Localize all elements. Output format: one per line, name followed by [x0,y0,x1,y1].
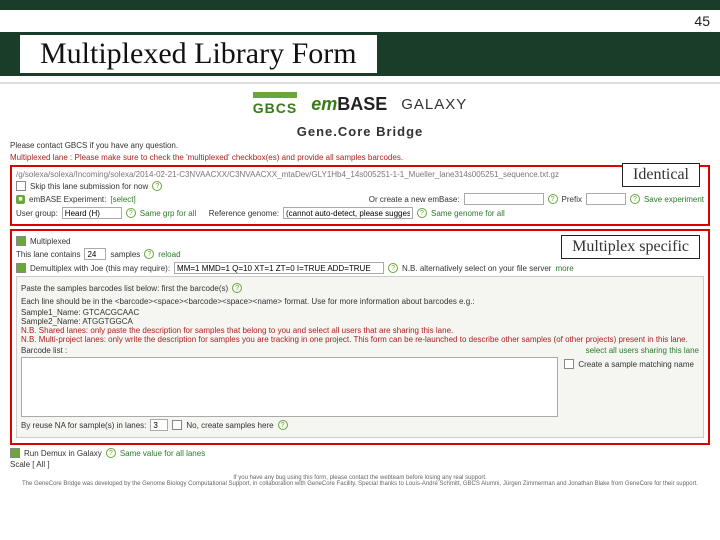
help-icon[interactable]: ? [548,194,558,204]
create-sample-label: Create a sample matching name [578,360,694,369]
slide-topbar [0,0,720,10]
skip-checkbox[interactable] [16,181,26,191]
nb-multi: N.B. Multi-project lanes: only write the… [21,335,699,344]
scale-label: Scale [ All ] [10,460,50,469]
paste-hint: Paste the samples barcodes list below: f… [21,284,228,293]
logos-row: GBCS emBASE GALAXY [0,84,720,120]
run-galaxy-checkbox[interactable] [10,448,20,458]
help-icon[interactable]: ? [126,208,136,218]
footer: If you have any bug using this form, ple… [0,475,720,487]
reuse-input[interactable] [150,419,168,431]
run-galaxy-label: Run Demux in Galaxy [24,449,102,458]
logo-gbcs: GBCS [253,92,297,116]
contact-hint: Please contact GBCS if you have any ques… [10,141,710,150]
logo-galaxy: GALAXY [401,96,467,113]
footer-line-2: The GeneCore Bridge was developed by the… [10,481,710,487]
user-group-input[interactable] [62,207,122,219]
page-number: 45 [0,10,720,32]
help-icon[interactable]: ? [278,420,288,430]
logo-embase: emBASE [311,94,387,115]
barcode-textarea[interactable] [21,357,558,417]
create-sample-checkbox[interactable] [564,359,574,369]
skip-label: Skip this lane submission for now [30,182,148,191]
reuse-label: By reuse NA for sample(s) in lanes: [21,421,146,430]
help-icon[interactable]: ? [417,208,427,218]
demux-checkbox[interactable] [16,263,26,273]
nb-shared: N.B. Shared lanes: only paste the descri… [21,326,699,335]
ref-genome-input[interactable] [283,207,413,219]
identical-box: Identical /g/solexa/solexa/Incoming/sole… [10,165,710,226]
example-2: Sample2_Name: ATGGTGGCA [21,317,699,326]
file-path: /g/solexa/solexa/Incoming/solexa/2014-02… [16,170,704,179]
ref-genome-label: Reference genome: [209,209,279,218]
lane-contains-label: This lane contains [16,250,80,259]
barcode-list-label: Barcode list : [21,346,67,355]
multiplex-label: Multiplex specific [561,235,700,259]
user-group-label: User group: [16,209,58,218]
prefix-input[interactable] [586,193,626,205]
multiplexed-label: Multiplexed [30,237,70,246]
reload-link[interactable]: reload [158,250,180,259]
prefix-label: Prefix [562,195,582,204]
samples-label: samples [110,250,140,259]
help-icon[interactable]: ? [152,181,162,191]
multiplex-warning: Multiplexed lane : Please make sure to c… [10,153,710,162]
page-title: Multiplexed Library Form [20,35,377,73]
each-hint: Each line should be in the <barcode><spa… [21,297,475,306]
help-icon[interactable]: ? [630,194,640,204]
new-embase-input[interactable] [464,193,544,205]
or-create-label: Or create a new emBase: [369,195,460,204]
embase-exp-label: emBASE Experiment: [29,195,106,204]
exp-icon: ■ [16,195,25,204]
example-1: Sample1_Name: GTCACGCAAC [21,308,699,317]
select-users-link[interactable]: select all users sharing this lane [586,346,699,355]
help-icon[interactable]: ? [144,249,154,259]
same-genome-link[interactable]: Same genome for all [431,209,505,218]
same-group-link[interactable]: Same grp for all [140,209,196,218]
demux-input[interactable] [174,262,384,274]
identical-label: Identical [622,163,700,187]
no-create-checkbox[interactable] [172,420,182,430]
multiplexed-checkbox[interactable] [16,236,26,246]
help-icon[interactable]: ? [388,263,398,273]
same-value-link[interactable]: Same value for all lanes [120,449,205,458]
barcode-section: Paste the samples barcodes list below: f… [16,276,704,438]
help-icon[interactable]: ? [232,283,242,293]
more-link[interactable]: more [555,264,573,273]
multiplex-box: Multiplex specific Multiplexed This lane… [10,229,710,445]
nb-alt-label: N.B. alternatively select on your file s… [402,264,551,273]
save-exp-link[interactable]: Save experiment [644,195,704,204]
sample-count-input[interactable] [84,248,106,260]
select-exp-link[interactable]: [select] [110,195,135,204]
no-create-label: No, create samples here [186,421,273,430]
demux-label: Demultiplex with Joe (this may require): [30,264,170,273]
help-icon[interactable]: ? [106,448,116,458]
title-bar: Multiplexed Library Form [0,32,720,76]
bridge-title: Gene.Core Bridge [0,124,720,139]
